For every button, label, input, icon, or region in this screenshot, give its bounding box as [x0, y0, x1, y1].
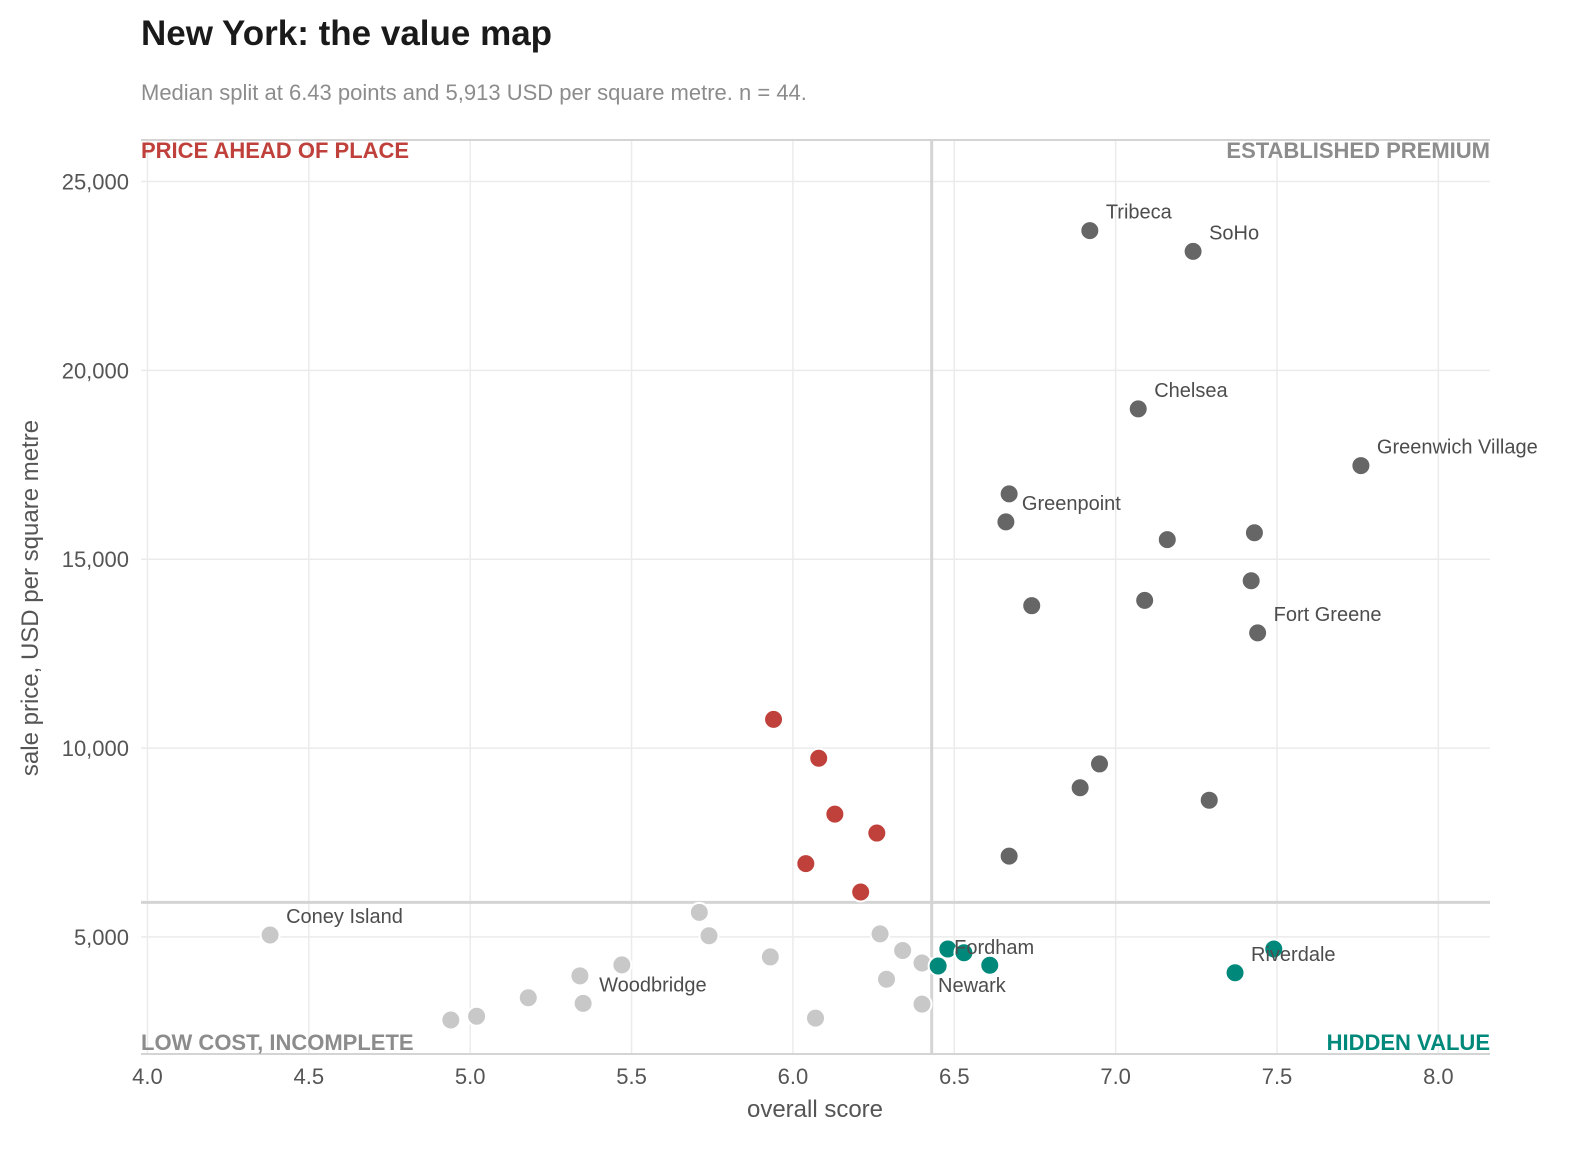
data-point: [850, 881, 872, 903]
data-point: [876, 968, 897, 990]
data-point: [795, 853, 817, 875]
data-point: [759, 946, 781, 968]
point-label: Woodbridge: [599, 974, 706, 996]
data-point: [1350, 455, 1372, 477]
data-point: [1089, 753, 1110, 775]
y-tick-label: 20,000: [62, 358, 129, 383]
data-point: [1263, 938, 1285, 960]
data-point: [1069, 777, 1091, 799]
point-label: Fort Greene: [1274, 604, 1382, 626]
data-point: [466, 1005, 488, 1027]
data-point: [869, 923, 891, 945]
data-points: [259, 220, 1372, 1031]
data-point: [763, 708, 785, 730]
data-point: [517, 987, 539, 1009]
y-tick-label: 10,000: [62, 736, 129, 761]
y-tick-label: 5,000: [74, 925, 129, 950]
x-tick-label: 6.0: [778, 1064, 809, 1089]
data-point: [572, 992, 594, 1014]
point-label: Greenwich Village: [1377, 437, 1538, 459]
point-label: SoHo: [1209, 222, 1259, 244]
x-tick-label: 5.5: [616, 1064, 647, 1089]
point-label: Newark: [938, 975, 1007, 997]
data-point: [569, 965, 591, 987]
x-tick-label: 6.5: [939, 1064, 970, 1089]
data-point: [927, 955, 949, 977]
point-label: Tribeca: [1106, 202, 1173, 224]
point-label: Fordham: [954, 937, 1034, 959]
data-point: [995, 511, 1017, 533]
quadrant-label-bottom-left: LOW COST, INCOMPLETE: [141, 1030, 414, 1055]
x-tick-label: 5.0: [455, 1064, 486, 1089]
data-point: [1224, 962, 1246, 984]
data-point: [953, 942, 975, 964]
data-point: [892, 940, 914, 962]
x-tick-label: 4.5: [294, 1064, 325, 1089]
data-point: [1247, 622, 1269, 644]
chart-title: New York: the value map: [141, 14, 553, 53]
point-label: Chelsea: [1154, 380, 1228, 402]
data-point: [1182, 240, 1204, 262]
y-tick-label: 15,000: [62, 547, 129, 572]
data-point: [698, 925, 720, 947]
data-point: [1198, 789, 1220, 811]
data-point: [911, 993, 933, 1015]
median-lines: [141, 140, 1490, 1054]
data-point: [998, 483, 1020, 505]
data-point: [998, 845, 1020, 867]
data-point: [1079, 220, 1101, 242]
data-point: [808, 747, 830, 769]
x-tick-label: 7.5: [1262, 1064, 1293, 1089]
quadrant-labels: PRICE AHEAD OF PLACE ESTABLISHED PREMIUM…: [141, 138, 1490, 1055]
y-axis-label: sale price, USD per square metre: [17, 420, 44, 776]
x-tick-label: 8.0: [1423, 1064, 1454, 1089]
data-point: [611, 954, 633, 976]
axes: 4.0 4.5 5.0 5.5 6.0 6.5 7.0 7.5 8.0 5,000 10,000 15…: [62, 139, 1490, 1089]
data-point: [1134, 589, 1156, 611]
data-point: [1021, 595, 1043, 617]
data-point: [824, 803, 846, 825]
x-axis-label: overall score: [747, 1096, 883, 1123]
quadrant-label-top-left: PRICE AHEAD OF PLACE: [141, 138, 409, 163]
y-tick-label: 25,000: [62, 170, 129, 195]
data-point: [1127, 398, 1149, 420]
x-tick-label: 4.0: [132, 1064, 163, 1089]
data-point: [259, 924, 281, 946]
data-point: [1156, 529, 1178, 551]
chart-subtitle: Median split at 6.43 points and 5,913 US…: [141, 80, 807, 105]
data-point: [1243, 522, 1265, 544]
data-point: [979, 954, 1001, 976]
point-label: Riverdale: [1251, 944, 1335, 966]
quadrant-label-bottom-right: HIDDEN VALUE: [1327, 1030, 1490, 1055]
data-point: [440, 1009, 462, 1031]
data-point: [805, 1007, 826, 1029]
data-point: [1240, 570, 1262, 592]
quadrant-label-top-right: ESTABLISHED PREMIUM: [1226, 138, 1490, 163]
x-tick-label: 7.0: [1100, 1064, 1131, 1089]
point-labels: Tribeca SoHo Chelsea Greenwich Village Green…: [286, 202, 1538, 998]
data-point: [866, 822, 888, 844]
point-label: Coney Island: [286, 906, 403, 928]
point-label: Greenpoint: [1022, 493, 1121, 515]
data-point: [688, 901, 710, 923]
